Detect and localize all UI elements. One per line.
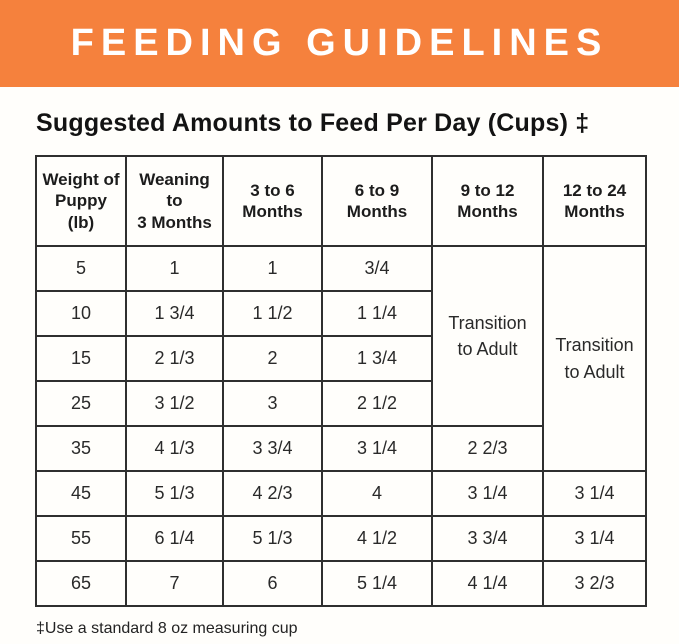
weight-cell: 25 [35, 380, 127, 427]
table-row: 25 3 1/2 3 2 1/2 [35, 380, 646, 427]
amount-cell: 4 [321, 470, 433, 517]
footnote: ‡Use a standard 8 oz measuring cup [36, 620, 298, 637]
transition-to-adult-cell: Transition to Adult [542, 245, 647, 472]
amount-cell: 1 [222, 245, 323, 292]
banner-title: FEEDING GUIDELINES [70, 22, 609, 64]
column-header: 12 to 24 Months [542, 155, 647, 247]
amount-cell: 3 3/4 [222, 425, 323, 472]
amount-cell: 3 1/4 [321, 425, 433, 472]
amount-cell: 3 1/2 [125, 380, 224, 427]
weight-cell: 55 [35, 515, 127, 562]
weight-cell: 65 [35, 560, 127, 607]
table-row: 55 6 1/4 5 1/3 4 1/2 3 3/4 3 1/4 [35, 515, 647, 562]
amount-cell: 5 1/3 [222, 515, 323, 562]
amount-cell: 3 1/4 [431, 470, 544, 517]
amount-cell: 5 1/3 [125, 470, 224, 517]
amount-cell: 3 [222, 380, 323, 427]
amount-cell: 1 1/4 [321, 290, 433, 337]
table-row: 65 7 6 5 1/4 4 1/4 3 2/3 [35, 560, 647, 607]
table-header: Weight of Puppy (lb) Weaning to 3 Months 3… [35, 155, 647, 247]
table-header-row: Weight of Puppy (lb) Weaning to 3 Months 3… [35, 155, 647, 247]
weight-cell: 10 [35, 290, 127, 337]
column-header: 6 to 9 Months [321, 155, 433, 247]
amount-cell: 1 1/2 [222, 290, 323, 337]
table-row: 15 2 1/3 2 1 3/4 [35, 335, 646, 382]
amount-cell: 2 1/3 [125, 335, 224, 382]
amount-cell: 4 1/3 [125, 425, 224, 472]
amount-cell: 3 2/3 [542, 560, 647, 607]
column-header: 3 to 6 Months [222, 155, 323, 247]
amount-cell: 6 [222, 560, 323, 607]
amount-cell: 5 1/4 [321, 560, 433, 607]
amount-cell: 4 1/2 [321, 515, 433, 562]
banner: FEEDING GUIDELINES [0, 0, 679, 87]
column-header: Weight of Puppy (lb) [35, 155, 127, 247]
page-title: Suggested Amounts to Feed Per Day (Cups)… [36, 109, 590, 137]
table-row: 5 1 1 3/4 Transition to Adult Transition to A… [35, 245, 647, 472]
amount-cell: 6 1/4 [125, 515, 224, 562]
amount-cell: 7 [125, 560, 224, 607]
amount-cell: 4 2/3 [222, 470, 323, 517]
weight-cell: 45 [35, 470, 127, 517]
transition-to-adult-cell: Transition to Adult [431, 245, 544, 427]
amount-cell: 3 1/4 [542, 515, 647, 562]
weight-cell: 35 [35, 425, 127, 472]
amount-cell: 1 [125, 245, 224, 292]
weight-cell: 5 [35, 245, 127, 292]
amount-cell: 2 2/3 [431, 425, 544, 472]
amount-cell: 3/4 [321, 245, 433, 292]
table-row: 10 1 3/4 1 1/2 1 1/4 [35, 290, 646, 337]
amount-cell: 1 3/4 [321, 335, 433, 382]
amount-cell: 2 1/2 [321, 380, 433, 427]
table-row: 45 5 1/3 4 2/3 4 3 1/4 3 1/4 [35, 470, 647, 517]
column-header: 9 to 12 Months [431, 155, 544, 247]
amount-cell: 1 3/4 [125, 290, 224, 337]
weight-cell: 15 [35, 335, 127, 382]
table-row: 35 4 1/3 3 3/4 3 1/4 2 2/3 [35, 425, 646, 472]
feeding-table: Weight of Puppy (lb) Weaning to 3 Months 3… [35, 155, 647, 607]
table-body: 5 1 1 3/4 Transition to Adult Transition to A… [35, 245, 647, 607]
amount-cell: 4 1/4 [431, 560, 544, 607]
amount-cell: 3 1/4 [542, 470, 647, 517]
column-header: Weaning to 3 Months [125, 155, 224, 247]
amount-cell: 2 [222, 335, 323, 382]
amount-cell: 3 3/4 [431, 515, 544, 562]
